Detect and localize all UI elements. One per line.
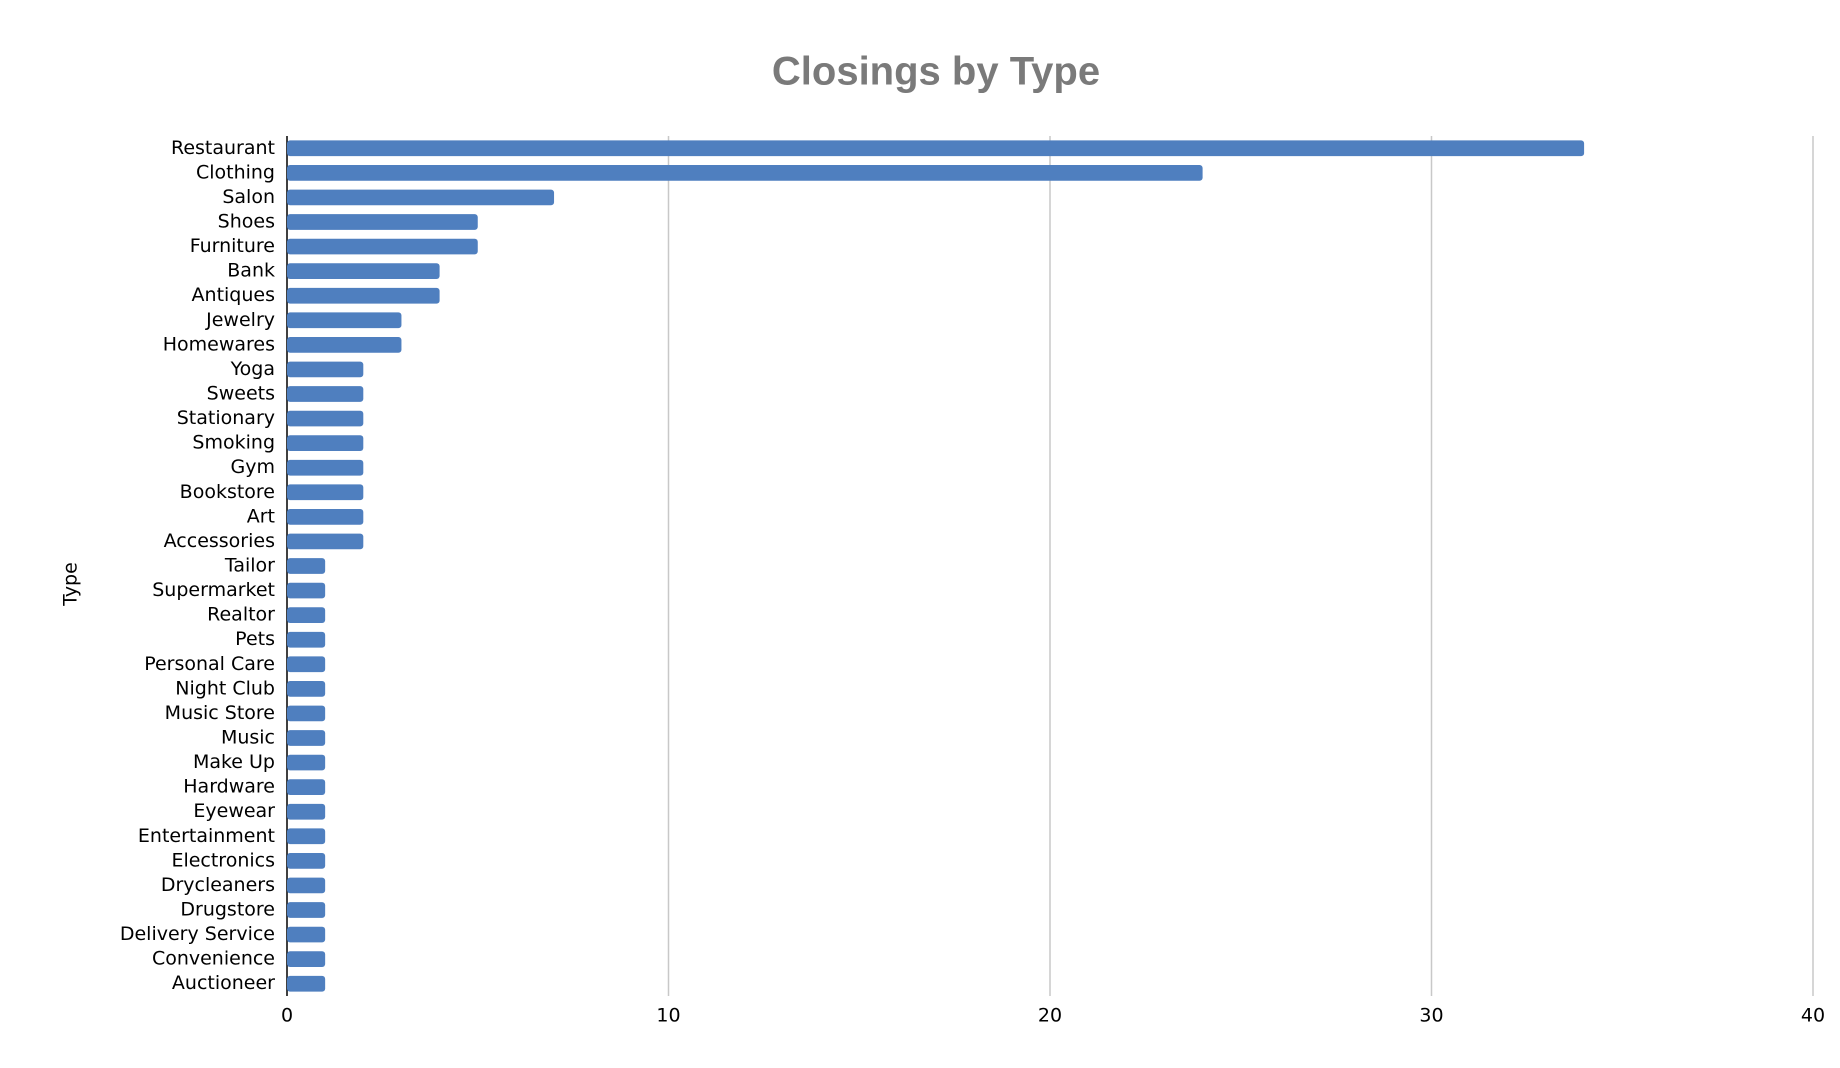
y-axis-label: Type — [60, 562, 82, 607]
bar — [287, 803, 326, 820]
y-tick-label: Salon — [222, 186, 275, 208]
bar — [287, 164, 1203, 181]
bar — [287, 459, 364, 476]
y-tick-label: Sweets — [207, 383, 275, 405]
bar — [287, 140, 1585, 157]
y-tick-label: Music — [221, 727, 275, 749]
bar — [287, 582, 326, 599]
x-tick-label: 0 — [281, 1005, 293, 1027]
y-tick-label: Bank — [227, 260, 275, 282]
bar — [287, 263, 440, 280]
y-tick-label: Drugstore — [180, 899, 275, 921]
y-tick-label: Personal Care — [144, 653, 275, 675]
y-tick-label: Tailor — [224, 555, 275, 577]
bar — [287, 558, 326, 574]
bar — [287, 902, 326, 918]
y-tick-label: Electronics — [171, 849, 275, 871]
y-tick-label: Eyewear — [193, 800, 275, 822]
x-tick-label: 40 — [1801, 1005, 1825, 1027]
y-tick-label: Antiques — [192, 284, 275, 306]
bar — [287, 238, 478, 255]
bar — [287, 484, 364, 501]
bar — [287, 410, 364, 427]
y-tick-label: Drycleaners — [161, 874, 275, 896]
y-tick-label: Stationary — [177, 407, 275, 429]
bar — [287, 828, 326, 845]
y-tick-label: Shoes — [218, 211, 275, 233]
y-tick-label: Make Up — [193, 751, 275, 773]
bar — [287, 508, 364, 525]
bar — [287, 361, 364, 378]
bar — [287, 336, 402, 353]
y-tick-label: Delivery Service — [120, 923, 275, 945]
y-tick-label: Jewelry — [205, 309, 275, 331]
bar — [287, 386, 364, 402]
x-tick-label: 20 — [1038, 1005, 1062, 1027]
y-tick-label: Art — [247, 505, 275, 527]
bar — [287, 705, 326, 722]
y-tick-label: Gym — [231, 456, 275, 478]
bar — [287, 656, 326, 673]
y-tick-label: Night Club — [175, 677, 275, 699]
bar — [287, 877, 326, 894]
bar — [287, 730, 326, 746]
bar — [287, 607, 326, 624]
y-tick-label: Homewares — [163, 333, 275, 355]
bar — [287, 680, 326, 697]
x-tick-label: 10 — [656, 1005, 680, 1027]
x-tick-label: 30 — [1419, 1005, 1443, 1027]
y-tick-label: Supermarket — [152, 579, 275, 601]
bar — [287, 852, 326, 869]
y-tick-label: Convenience — [152, 948, 275, 970]
y-tick-label: Clothing — [196, 161, 275, 183]
y-tick-label: Bookstore — [180, 481, 275, 503]
y-tick-label: Accessories — [164, 530, 275, 552]
y-tick-label: Realtor — [207, 604, 275, 626]
y-tick-label: Music Store — [165, 702, 275, 724]
y-tick-label: Restaurant — [171, 137, 275, 159]
bar — [287, 754, 326, 771]
bar — [287, 631, 326, 648]
y-tick-label: Smoking — [192, 432, 275, 454]
bar — [287, 435, 364, 452]
bar — [287, 189, 555, 206]
chart-title: Closings by Type — [772, 50, 1100, 94]
y-tick-label: Hardware — [183, 776, 275, 798]
bar — [287, 312, 402, 329]
bar — [287, 779, 326, 796]
y-tick-label: Furniture — [190, 235, 275, 257]
bar — [287, 287, 440, 304]
y-tick-label: Pets — [235, 628, 275, 650]
bar — [287, 975, 326, 992]
y-tick-label: Entertainment — [138, 825, 275, 847]
bar — [287, 926, 326, 943]
bar — [287, 214, 478, 230]
bar — [287, 951, 326, 968]
y-tick-label: Auctioneer — [172, 972, 275, 994]
y-tick-label: Yoga — [230, 358, 275, 380]
bar — [287, 533, 364, 550]
